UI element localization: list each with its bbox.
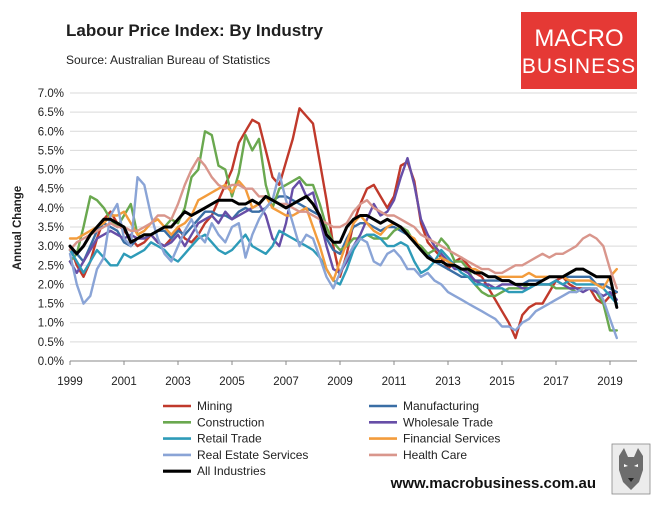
- brand-logo-background: [521, 12, 637, 89]
- y-tick-label: 1.5%: [38, 299, 64, 311]
- y-tick-label: 1.0%: [38, 318, 64, 330]
- series-lines: [68, 107, 619, 340]
- x-tick-label: 2011: [382, 376, 407, 388]
- wolf-icon: [611, 443, 651, 495]
- y-tick-label: 3.0%: [38, 241, 64, 253]
- y-tick-label: 5.0%: [38, 165, 64, 177]
- legend-label: All Industries: [197, 464, 266, 478]
- y-tick-label: 4.0%: [38, 203, 64, 215]
- y-axis-ticks: 0.0% 0.5% 1.0% 1.5% 2.0% 2.5% 3.0% 3.5% 4.0% 4.5%…: [38, 88, 64, 368]
- x-tick-label: 2017: [543, 376, 569, 388]
- y-tick-label: 6.5%: [38, 107, 64, 119]
- y-tick-label: 0.5%: [38, 337, 64, 349]
- legend: Mining Manufacturing Construction Wholesale…: [163, 399, 500, 478]
- y-tick-label: 7.0%: [38, 88, 64, 100]
- x-tick-label: 2015: [489, 376, 515, 388]
- brand-logo-line2: BUSINESS: [522, 55, 636, 78]
- y-tick-label: 2.0%: [38, 279, 64, 291]
- y-tick-label: 6.0%: [38, 126, 64, 138]
- legend-label: Financial Services: [403, 432, 500, 446]
- x-tick-label: 2019: [597, 376, 623, 388]
- brand-logo-line1: MACRO: [534, 25, 623, 52]
- series-line-financial-services: [68, 179, 618, 290]
- y-tick-label: 4.5%: [38, 184, 64, 196]
- series-line-real-estate-services: [68, 172, 618, 340]
- y-tick-label: 3.5%: [38, 222, 64, 234]
- y-axis-label: Annual Change: [12, 186, 24, 270]
- x-tick-label: 1999: [57, 376, 83, 388]
- series-line-all-industries: [68, 194, 619, 309]
- brand-logo[interactable]: MACRO BUSINESS: [521, 12, 637, 89]
- y-tick-label: 5.5%: [38, 145, 64, 157]
- series-line-manufacturing: [68, 195, 618, 294]
- series-line-construction: [68, 130, 618, 332]
- legend-label: Mining: [197, 399, 232, 413]
- chart-subtitle: Source: Australian Bureau of Statistics: [66, 53, 270, 67]
- series-line-health-care: [68, 156, 618, 290]
- x-tick-label: 2009: [327, 376, 353, 388]
- x-tick-label: 2003: [165, 376, 191, 388]
- x-tick-label: 2005: [219, 376, 245, 388]
- legend-label: Real Estate Services: [197, 448, 308, 462]
- x-tick-label: 2007: [273, 376, 299, 388]
- legend-label: Retail Trade: [197, 432, 262, 446]
- legend-label: Construction: [197, 415, 264, 429]
- legend-label: Wholesale Trade: [403, 415, 493, 429]
- y-tick-label: 0.0%: [38, 356, 64, 368]
- legend-label: Health Care: [403, 448, 467, 462]
- x-tick-label: 2001: [111, 376, 137, 388]
- x-axis-ticks: 1999 2001 2003 2005 2007 2009 2011 2013 2015 2017…: [57, 361, 623, 388]
- chart-title: Labour Price Index: By Industry: [66, 21, 323, 40]
- legend-label: Manufacturing: [403, 399, 479, 413]
- website-url[interactable]: www.macrobusiness.com.au: [390, 475, 596, 492]
- x-tick-label: 2013: [435, 376, 461, 388]
- y-tick-label: 2.5%: [38, 260, 64, 272]
